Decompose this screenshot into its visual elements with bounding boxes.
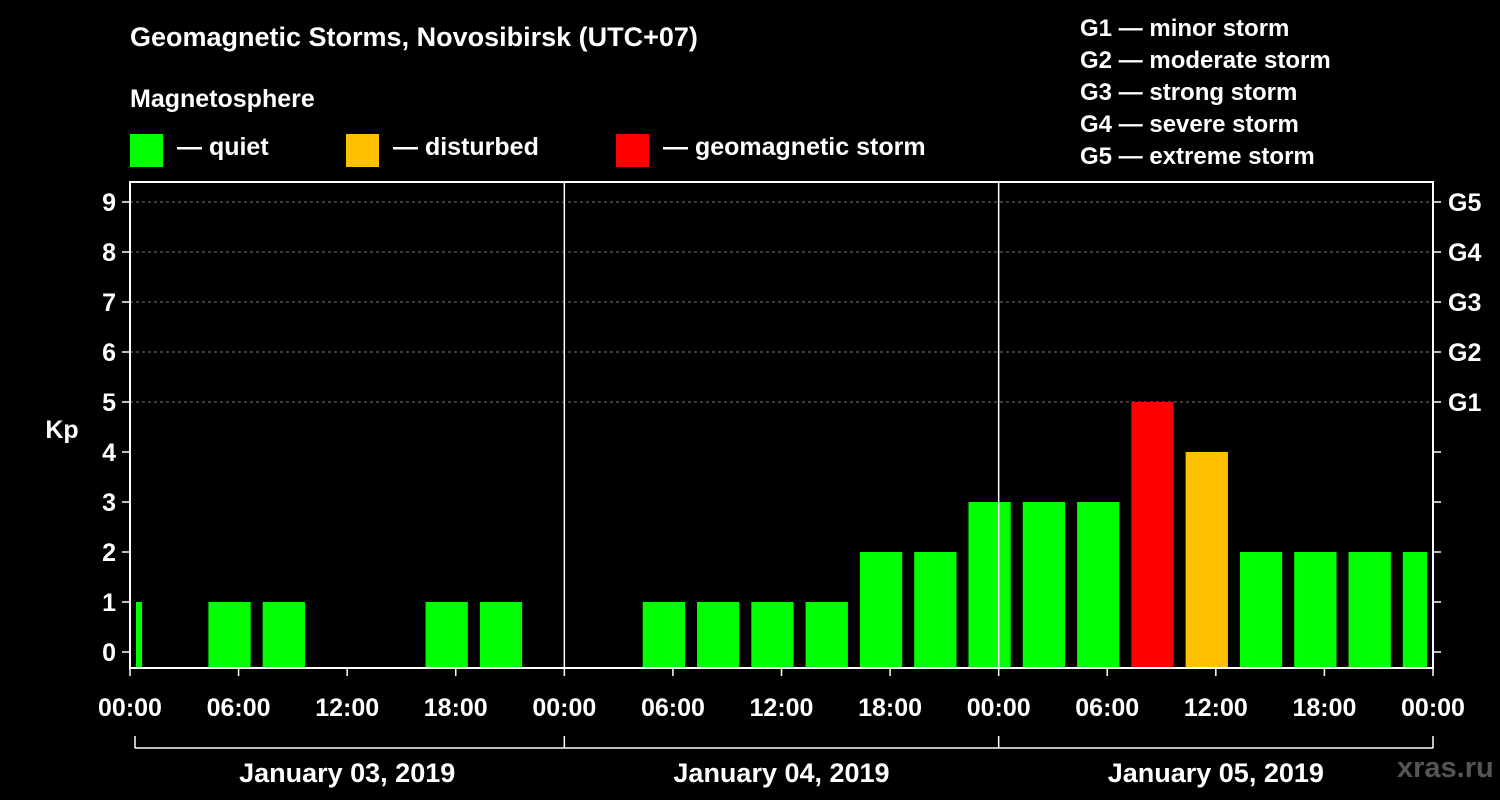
g4-description: G4 — severe storm bbox=[1080, 111, 1299, 138]
g-scale-label: G5 bbox=[1448, 189, 1481, 217]
y-tick-label: 6 bbox=[102, 339, 116, 367]
day-label: January 05, 2019 bbox=[1108, 758, 1324, 788]
g3-description: G3 — strong storm bbox=[1080, 79, 1298, 106]
legend-storm-swatch bbox=[616, 134, 649, 167]
kp-bar bbox=[751, 602, 794, 668]
legend-quiet-label: — quiet bbox=[177, 133, 269, 161]
x-tick-label: 00:00 bbox=[98, 694, 162, 722]
kp-bar bbox=[1185, 452, 1228, 668]
kp-bar bbox=[914, 552, 957, 668]
chart-title: Geomagnetic Storms, Novosibirsk (UTC+07) bbox=[130, 22, 698, 52]
legend-disturbed-swatch bbox=[346, 134, 379, 167]
kp-bar bbox=[136, 602, 143, 668]
day-label: January 04, 2019 bbox=[673, 758, 889, 788]
g1-description: G1 — minor storm bbox=[1080, 15, 1290, 42]
kp-bar bbox=[1022, 502, 1066, 668]
g5-description: G5 — extreme storm bbox=[1080, 143, 1315, 170]
legend-disturbed-label: — disturbed bbox=[393, 133, 539, 161]
kp-bar bbox=[697, 602, 740, 668]
legend-storm-label: — geomagnetic storm bbox=[663, 133, 926, 161]
y-tick-label: 3 bbox=[102, 489, 116, 517]
y-tick-label: 7 bbox=[102, 289, 116, 317]
y-tick-label: 0 bbox=[102, 639, 116, 667]
x-tick-label: 06:00 bbox=[1075, 694, 1139, 722]
kp-bar bbox=[642, 602, 686, 668]
g-scale-label: G1 bbox=[1448, 389, 1481, 417]
y-tick-label: 9 bbox=[102, 189, 116, 217]
kp-bar bbox=[805, 602, 848, 668]
y-tick-label: 1 bbox=[102, 589, 116, 617]
kp-bar bbox=[968, 502, 1011, 668]
y-tick-label: 8 bbox=[102, 239, 116, 267]
g-scale-label: G4 bbox=[1448, 239, 1481, 267]
x-tick-label: 18:00 bbox=[1292, 694, 1356, 722]
x-tick-label: 00:00 bbox=[967, 694, 1031, 722]
kp-bar bbox=[1402, 552, 1427, 668]
legend-heading: Magnetosphere bbox=[130, 85, 315, 113]
kp-bar bbox=[1294, 552, 1337, 668]
x-tick-label: 18:00 bbox=[424, 694, 488, 722]
g-scale-label: G2 bbox=[1448, 339, 1481, 367]
y-tick-label: 5 bbox=[102, 389, 116, 417]
kp-bar bbox=[262, 602, 305, 668]
kp-bar bbox=[479, 602, 523, 668]
watermark: xras.ru bbox=[1397, 752, 1494, 784]
y-tick-label: 4 bbox=[102, 439, 116, 467]
y-axis-label: Kp bbox=[45, 416, 78, 444]
kp-bar bbox=[1348, 552, 1391, 668]
x-tick-label: 12:00 bbox=[1184, 694, 1248, 722]
g-scale-label: G3 bbox=[1448, 289, 1481, 317]
x-tick-label: 00:00 bbox=[532, 694, 596, 722]
day-label: January 03, 2019 bbox=[239, 758, 455, 788]
kp-bar bbox=[425, 602, 468, 668]
x-tick-label: 06:00 bbox=[641, 694, 705, 722]
x-tick-label: 12:00 bbox=[750, 694, 814, 722]
x-tick-label: 06:00 bbox=[207, 694, 271, 722]
g2-description: G2 — moderate storm bbox=[1080, 47, 1331, 74]
kp-bar bbox=[1077, 502, 1120, 668]
kp-bar bbox=[208, 602, 251, 668]
x-tick-label: 18:00 bbox=[858, 694, 922, 722]
legend-quiet-swatch bbox=[130, 134, 163, 167]
kp-bar bbox=[1131, 402, 1174, 668]
x-tick-label: 12:00 bbox=[315, 694, 379, 722]
kp-bar bbox=[1239, 552, 1283, 668]
y-tick-label: 2 bbox=[102, 539, 116, 567]
plot-frame bbox=[129, 181, 1434, 669]
x-tick-label: 00:00 bbox=[1401, 694, 1465, 722]
kp-bar bbox=[859, 552, 903, 668]
